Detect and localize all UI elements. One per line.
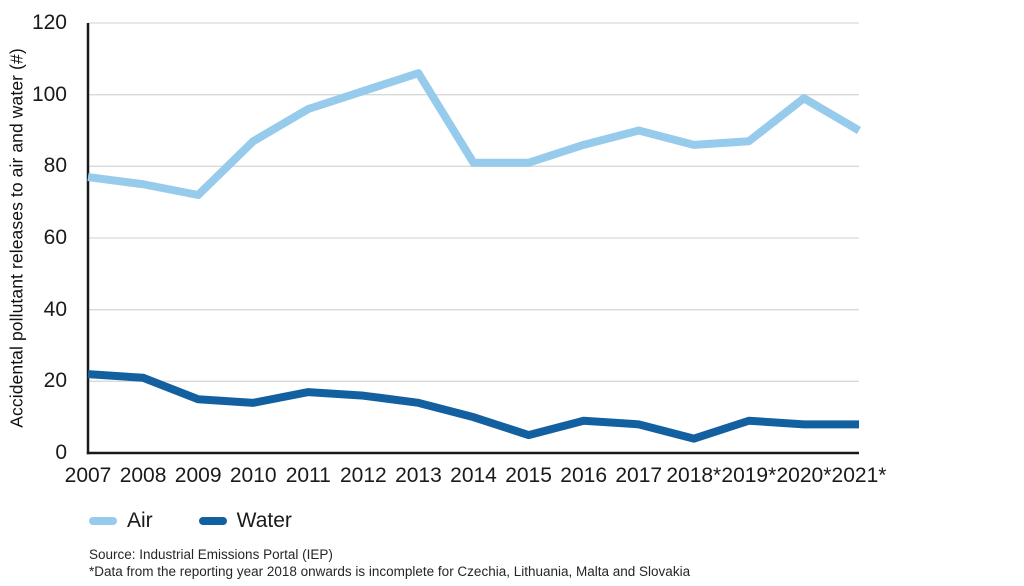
y-tick-label: 80 [43, 154, 67, 178]
x-tick-label: 2020* [776, 464, 832, 487]
x-tick-label: 2013 [395, 464, 442, 487]
x-tick-label: 2019* [721, 464, 777, 487]
x-tick-label: 2007 [64, 464, 112, 487]
x-tick-label: 2016 [560, 464, 607, 487]
x-tick-label: 2008 [119, 464, 167, 487]
legend-item-air: Air [89, 509, 153, 533]
y-tick-label: 120 [31, 11, 67, 34]
y-tick-label: 60 [43, 226, 67, 249]
water-series-swatch [198, 517, 227, 525]
air-series-swatch [89, 517, 117, 525]
y-tick-label: 100 [31, 82, 67, 106]
x-tick-label: 2018* [666, 464, 722, 487]
footnote-block: Source: Industrial Emissions Portal (IEP… [89, 546, 690, 580]
x-tick-label: 2015 [505, 464, 552, 487]
x-tick-label: 2014 [450, 464, 497, 487]
series-line-water [87, 370, 859, 443]
x-tick-label: 2009 [174, 464, 222, 487]
y-tick-label: 40 [43, 297, 67, 321]
note-text: *Data from the reporting year 2018 onwar… [89, 564, 691, 579]
x-tick-label: 2021* [831, 464, 887, 487]
x-tick-label: 2010 [229, 464, 277, 487]
x-tick-label: 2017 [615, 464, 663, 487]
y-tick-label: 20 [43, 369, 67, 393]
series-line-air [87, 69, 862, 199]
legend-label-air: Air [127, 509, 153, 532]
legend-item-water: Water [198, 509, 292, 533]
x-tick-label: 2012 [339, 464, 387, 487]
x-tick-label: 2011 [285, 464, 331, 487]
legend: Air Water [89, 509, 292, 533]
source-text: Source: Industrial Emissions Portal (IEP… [89, 547, 333, 562]
y-tick-label: 0 [55, 441, 67, 464]
legend-label-water: Water [236, 509, 292, 532]
